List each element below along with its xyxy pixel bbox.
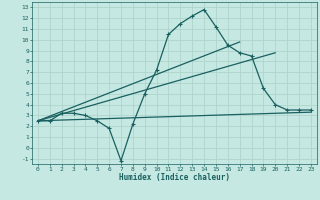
X-axis label: Humidex (Indice chaleur): Humidex (Indice chaleur) bbox=[119, 173, 230, 182]
